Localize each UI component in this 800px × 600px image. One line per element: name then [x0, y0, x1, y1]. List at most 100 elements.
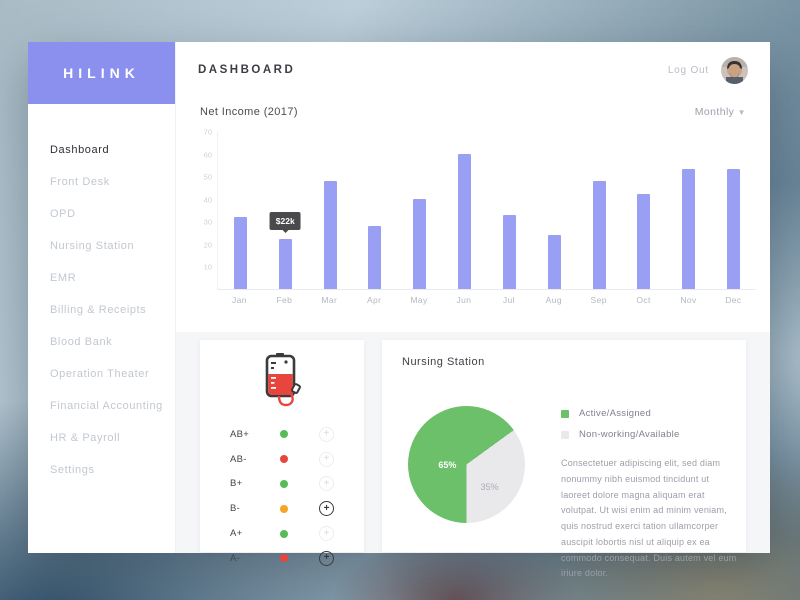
y-tick-label: 20 [203, 240, 212, 250]
bar-rect [682, 169, 696, 289]
x-tick-label: Apr [366, 295, 382, 305]
bar-oct[interactable] [637, 132, 651, 289]
bar-rect [413, 199, 427, 289]
y-tick-label: 10 [203, 262, 212, 272]
sidebar-item-billing-receipts[interactable]: Billing & Receipts [50, 304, 147, 316]
bar-jun[interactable] [458, 132, 472, 289]
legend-label: Non-working/Available [579, 429, 680, 440]
top-block: DASHBOARD Log Out [176, 42, 770, 332]
blood-type-label: B+ [230, 478, 243, 490]
nursing-card-title: Nursing Station [402, 356, 485, 368]
sidebar-item-front-desk[interactable]: Front Desk [50, 176, 110, 188]
x-tick-label: Jun [456, 295, 472, 305]
status-dot [280, 504, 288, 513]
status-dot [280, 430, 288, 439]
bar-jul[interactable] [502, 132, 516, 289]
blood-row-b-neg: B- + [200, 496, 364, 521]
x-tick-label: Dec [725, 295, 742, 305]
bar-rect [502, 215, 516, 289]
bar-rect [727, 169, 741, 289]
pie-legend: Active/Assigned Non-working/Available [561, 408, 680, 450]
blood-bank-card: AB+ + AB- + B+ + B- + A+ + A- + [200, 340, 364, 566]
chart-header: Net Income (2017) Monthly ▼ [176, 98, 770, 118]
x-tick-label: Mar [321, 295, 338, 305]
legend-swatch [561, 430, 569, 439]
y-tick-label: 50 [203, 172, 212, 182]
legend-item: Non-working/Available [561, 429, 680, 440]
bar-tooltip: $22k [269, 212, 301, 230]
blood-type-label: A+ [230, 528, 243, 540]
bar-apr[interactable] [368, 132, 382, 289]
blood-type-label: AB+ [230, 428, 250, 440]
pie-label-active: 65% [438, 459, 457, 470]
sidebar-item-blood-bank[interactable]: Blood Bank [50, 336, 113, 348]
blood-type-label: AB- [230, 453, 247, 465]
bar-mar[interactable] [323, 132, 337, 289]
net-income-bar-chart: 70 60 50 40 30 20 10 $22k Jan Feb Mar Apr May Jun Ju… [200, 128, 756, 330]
period-dropdown[interactable]: Monthly ▼ [695, 106, 746, 118]
nursing-description: Consectetuer adipiscing elit, sed diam n… [561, 458, 737, 579]
legend-label: Active/Assigned [579, 408, 652, 419]
main-header: DASHBOARD Log Out [176, 42, 770, 98]
chart-x-axis: Jan Feb Mar Apr May Jun Jul Aug Sep Oct Nov Dec [217, 295, 756, 305]
avatar[interactable] [721, 56, 748, 84]
x-tick-label: May [410, 295, 428, 305]
blood-row-b-pos: B+ + [200, 472, 364, 497]
sidebar-item-emr[interactable]: EMR [50, 272, 77, 284]
add-blood-button[interactable]: + [319, 501, 334, 517]
blood-bag-icon [200, 352, 364, 410]
period-value: Monthly [694, 106, 735, 118]
bar-nov[interactable] [682, 132, 696, 289]
add-blood-button[interactable]: + [319, 476, 334, 492]
y-tick-label: 60 [203, 150, 212, 160]
chart-title: Net Income (2017) [200, 106, 298, 118]
blood-row-ab-pos: AB+ + [200, 422, 364, 447]
status-dot [280, 455, 288, 464]
bar-dec[interactable] [727, 132, 741, 289]
add-blood-button[interactable]: + [319, 526, 334, 542]
bar-feb[interactable]: $22k [269, 132, 301, 289]
bar-rect [368, 226, 382, 289]
blood-type-list: AB+ + AB- + B+ + B- + A+ + A- + [200, 422, 364, 571]
sidebar-item-opd[interactable]: OPD [50, 208, 76, 220]
add-blood-button[interactable]: + [319, 451, 334, 467]
add-blood-button[interactable]: + [319, 426, 334, 442]
y-tick-label: 30 [203, 217, 212, 227]
x-tick-label: Sep [590, 295, 607, 305]
blood-row-a-pos: A+ + [200, 521, 364, 546]
bar-rect [233, 217, 247, 289]
chart-y-axis: 70 60 50 40 30 20 10 [200, 128, 214, 290]
y-tick-label: 40 [203, 195, 212, 205]
header-right: Log Out [667, 56, 748, 84]
blood-type-label: A- [230, 552, 241, 564]
x-tick-label: Feb [276, 295, 293, 305]
add-blood-button[interactable]: + [319, 550, 334, 566]
sidebar-item-settings[interactable]: Settings [50, 464, 95, 476]
sidebar-item-hr-payroll[interactable]: HR & Payroll [50, 432, 121, 444]
bar-rect [278, 239, 292, 289]
blood-type-label: B- [230, 503, 241, 515]
page-title: DASHBOARD [198, 64, 296, 76]
logout-button[interactable]: Log Out [667, 64, 709, 76]
sidebar-item-dashboard[interactable]: Dashboard [50, 144, 110, 156]
app-window: HILINK Dashboard Front Desk OPD Nursing Sta… [28, 42, 770, 578]
bar-rect [637, 194, 651, 289]
nursing-pie-chart: 65% 35% [408, 406, 525, 523]
brand-logo: HILINK [28, 42, 175, 104]
bar-may[interactable] [413, 132, 427, 289]
bar-sep[interactable] [592, 132, 606, 289]
sidebar-item-financial-accounting[interactable]: Financial Accounting [50, 400, 163, 412]
bar-rect [547, 235, 561, 289]
status-dot [280, 554, 288, 563]
y-tick-label: 70 [203, 127, 212, 137]
avatar-image [721, 56, 748, 84]
legend-item: Active/Assigned [561, 408, 680, 419]
bar-jan[interactable] [233, 132, 247, 289]
bar-rect [323, 181, 337, 289]
bar-aug[interactable] [547, 132, 561, 289]
legend-swatch [561, 409, 569, 418]
x-tick-label: Oct [636, 295, 651, 305]
sidebar-item-nursing-station[interactable]: Nursing Station [50, 240, 135, 252]
sidebar-item-operation-theater[interactable]: Operation Theater [50, 368, 150, 380]
blood-row-ab-neg: AB- + [200, 447, 364, 472]
